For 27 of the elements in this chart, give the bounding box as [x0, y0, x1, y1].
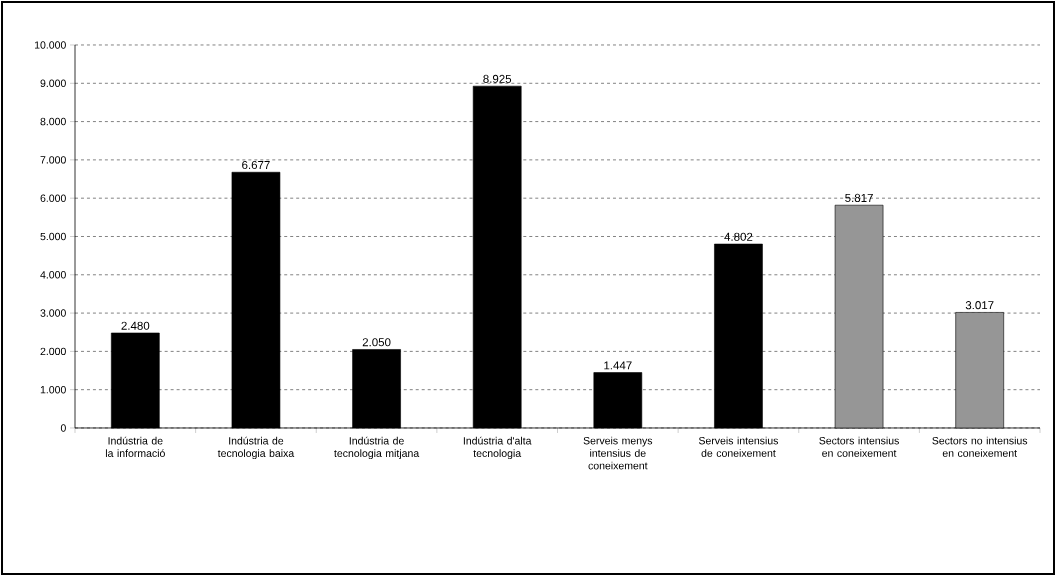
y-tick-label: 7.000 [40, 156, 66, 164]
data-label: 4.802 [724, 232, 753, 241]
y-tick-label: 1.000 [40, 385, 66, 394]
data-label: 1.447 [604, 361, 632, 370]
x-tick-label: Indústria de tecnologia mitjana [334, 436, 420, 460]
data-label: 2.480 [121, 321, 150, 330]
x-tick-label: Indústria de la informació [105, 436, 165, 458]
y-tick-label: 4.000 [40, 271, 66, 279]
y-tick-label: 3.000 [40, 309, 66, 317]
x-tick-label: Serveis menys intensius de coneixement [583, 436, 653, 470]
data-label: 3.017 [965, 301, 994, 310]
x-tick-label: Indústria de tecnologia baixa [217, 436, 295, 460]
y-tick-label: 9.000 [40, 79, 66, 88]
x-tick-label: Serveis intensius de coneixement [698, 436, 779, 457]
x-tick-label: Sectors no intensius en coneixement [932, 436, 1028, 457]
data-label: 2.050 [362, 338, 391, 347]
y-tick-label: 2.000 [40, 347, 66, 356]
y-tick-label: 6.000 [40, 194, 66, 202]
x-tick-label: Sectors intensius en coneixement [819, 436, 899, 457]
data-label: 5.817 [845, 193, 873, 202]
y-tick-label: 5.000 [40, 232, 66, 241]
y-tick-label: 0 [60, 424, 66, 432]
y-tick-label: 10.000 [34, 41, 66, 49]
data-label: 8.925 [483, 74, 512, 83]
x-tick-label: Indústria d'alta tecnologia [463, 436, 532, 460]
data-label: 6.677 [242, 160, 270, 170]
y-tick-label: 8.000 [40, 117, 66, 126]
